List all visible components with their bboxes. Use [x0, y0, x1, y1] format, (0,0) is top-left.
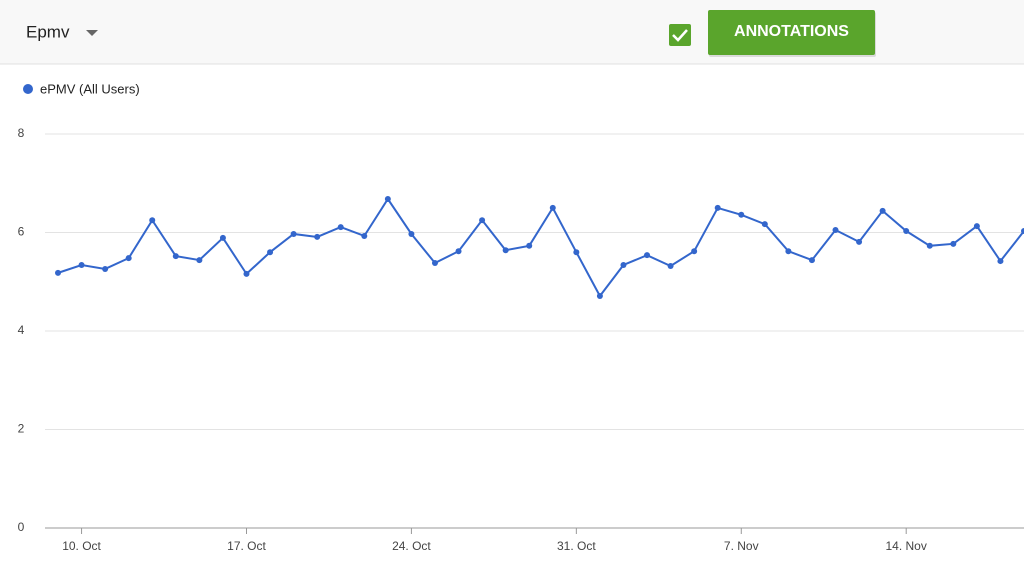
data-point: [879, 207, 886, 214]
data-point: [55, 269, 61, 276]
data-point: [102, 265, 109, 272]
data-point: [997, 258, 1004, 265]
data-point: [926, 242, 933, 249]
metric-dropdown[interactable]: Epmv: [26, 22, 70, 41]
data-point: [596, 293, 603, 300]
checkmark: [672, 29, 688, 42]
data-point: [408, 230, 415, 237]
data-point: [738, 211, 745, 218]
x-tick-label: 17. Oct: [227, 539, 266, 553]
checkbox[interactable]: [669, 24, 691, 46]
data-point: [196, 257, 203, 264]
x-tick-label: 7. Nov: [724, 539, 759, 553]
dropdown-arrow[interactable]: [86, 30, 98, 36]
data-point: [667, 262, 674, 269]
data-point: [219, 234, 226, 241]
y-tick-label: 6: [18, 225, 25, 239]
data-point: [314, 233, 321, 240]
x-tick-label: 14. Nov: [886, 539, 927, 553]
y-tick-label: 8: [18, 126, 25, 140]
data-point: [644, 252, 651, 259]
data-point: [502, 247, 509, 254]
data-point: [267, 249, 274, 256]
data-point: [573, 249, 580, 256]
data-point: [125, 255, 132, 262]
data-point: [714, 204, 721, 211]
x-tick-label: 24. Oct: [392, 539, 431, 553]
data-point: [950, 240, 957, 247]
data-point: [78, 262, 85, 269]
data-point: [549, 204, 556, 211]
y-tick-label: 2: [18, 422, 25, 436]
annotations-button[interactable]: [708, 10, 875, 55]
button-label[interactable]: ANNOTATIONS: [734, 23, 849, 40]
data-point: [290, 230, 297, 237]
data-point: [431, 260, 438, 267]
y-tick-label: 4: [18, 323, 25, 337]
data-point: [172, 253, 179, 260]
legend-dot: [23, 84, 33, 94]
data-point: [361, 232, 368, 239]
data-point: [149, 217, 156, 224]
data-point: [785, 248, 792, 255]
data-point: [973, 223, 980, 230]
data-point: [691, 248, 698, 255]
data-point: [856, 238, 863, 245]
data-point: [832, 227, 839, 234]
series-line: [57, 197, 1024, 298]
data-point: [526, 242, 533, 249]
legend-label: ePMV (All Users): [40, 81, 140, 96]
data-point: [455, 248, 462, 255]
data-point: [1021, 228, 1024, 235]
data-point: [761, 221, 768, 228]
data-point: [243, 270, 250, 277]
data-point: [384, 196, 391, 203]
data-point: [337, 224, 344, 231]
x-tick-label: 10. Oct: [62, 539, 101, 553]
data-point: [620, 262, 627, 269]
data-point: [903, 228, 910, 235]
data-point: [808, 257, 815, 264]
y-tick-label: 0: [18, 520, 25, 534]
x-tick-label: 31. Oct: [557, 539, 596, 553]
data-point: [479, 217, 486, 224]
